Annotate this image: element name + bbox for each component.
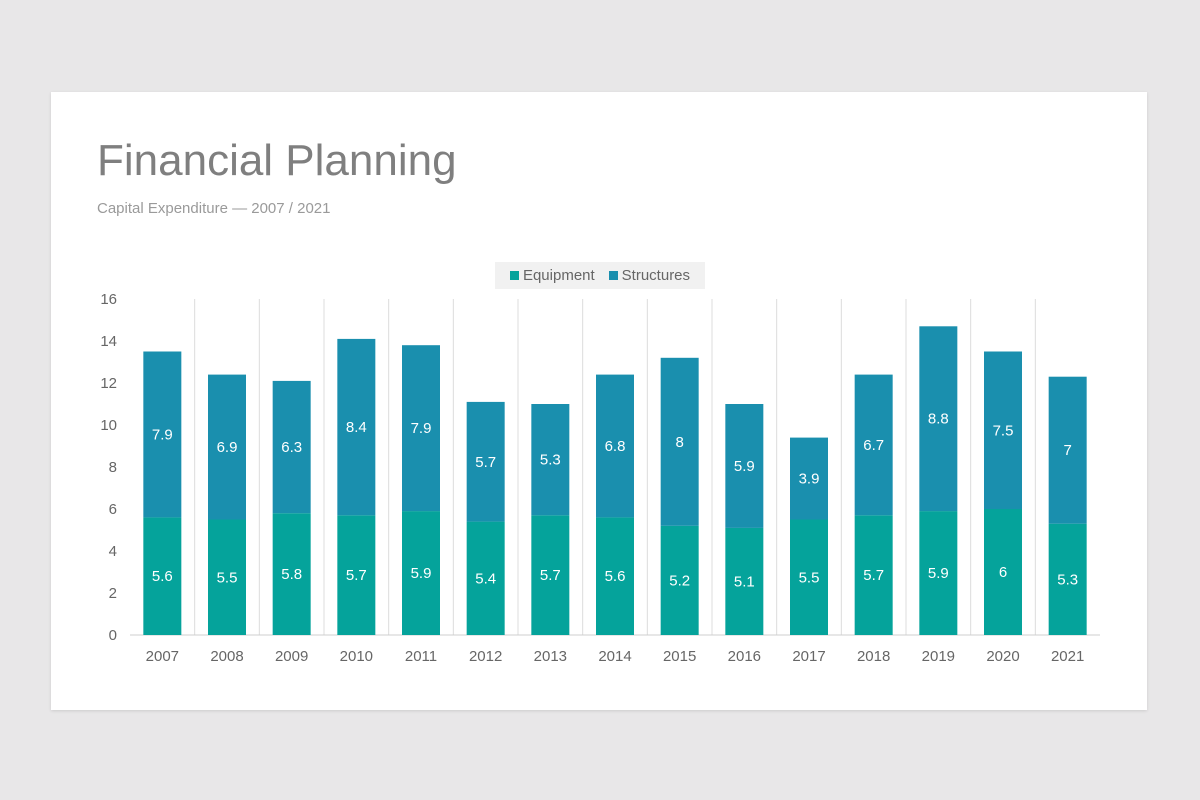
- data-label: 8: [675, 434, 683, 451]
- data-label: 5.7: [346, 567, 367, 584]
- data-label: 8.8: [928, 411, 949, 428]
- y-tick-label: 4: [109, 543, 117, 560]
- data-label: 7.9: [411, 420, 432, 437]
- data-label: 5.3: [540, 452, 561, 469]
- data-label: 5.5: [217, 569, 238, 586]
- bar-equipment: [790, 519, 828, 635]
- x-tick-label: 2008: [210, 648, 243, 665]
- data-label: 5.9: [928, 565, 949, 582]
- bar-structures: [725, 404, 764, 528]
- x-tick-label: 2017: [792, 648, 825, 665]
- bar-equipment: [854, 515, 893, 635]
- data-label: 5.9: [411, 565, 432, 582]
- data-label: 6.7: [863, 437, 884, 454]
- x-tick-label: 2007: [146, 648, 179, 665]
- x-tick-label: 2016: [728, 648, 761, 665]
- data-label: 8.4: [346, 419, 367, 436]
- x-tick-label: 2021: [1051, 648, 1084, 665]
- data-label: 6.8: [605, 438, 626, 455]
- data-label: 5.1: [734, 573, 755, 590]
- x-tick-label: 2009: [275, 648, 308, 665]
- bar-equipment: [984, 509, 1022, 635]
- data-label: 5.7: [475, 454, 496, 471]
- bar-structures: [854, 374, 893, 516]
- data-label: 5.2: [669, 572, 690, 589]
- bar-structures: [531, 404, 570, 516]
- data-label: 7.5: [993, 422, 1014, 439]
- y-tick-label: 10: [100, 417, 117, 434]
- bar-equipment: [337, 515, 376, 635]
- bar-structures: [984, 351, 1022, 509]
- legend-swatch-structures: [608, 271, 618, 280]
- bar-structures: [919, 326, 958, 512]
- x-tick-label: 2020: [986, 648, 1019, 665]
- stacked-bar-chart: 0 2 4 6 8 10 12 14 16 5.6 7.9 2007 5.5 6.9 2008 5.8 6.3 2…: [100, 291, 1100, 665]
- data-label: 7: [1063, 442, 1071, 459]
- bar-structures: [143, 351, 182, 518]
- slide-card: Financial Planning Capital Expenditure —…: [51, 92, 1147, 710]
- y-tick-label: 2: [109, 585, 117, 602]
- x-tick-label: 2019: [922, 648, 955, 665]
- data-label: 5.7: [863, 567, 884, 584]
- x-tick-label: 2012: [469, 648, 502, 665]
- bar-structures: [596, 374, 634, 518]
- bar-structures: [402, 345, 440, 512]
- y-tick-label: 16: [100, 291, 117, 308]
- data-label: 3.9: [799, 471, 820, 488]
- data-label: 5.5: [799, 569, 820, 586]
- data-label: 5.4: [475, 570, 496, 587]
- bar-equipment: [402, 511, 440, 635]
- bar-equipment: [596, 517, 634, 635]
- bar-structures: [337, 338, 376, 516]
- page-subtitle: Capital Expenditure — 2007 / 2021: [97, 200, 331, 217]
- x-tick-label: 2018: [857, 648, 890, 665]
- data-label: 6.9: [217, 439, 238, 456]
- x-tick-label: 2015: [663, 648, 696, 665]
- legend-label: Structures: [621, 267, 691, 284]
- legend-label: Equipment: [522, 267, 595, 284]
- data-label: 5.6: [605, 568, 626, 585]
- y-tick-label: 8: [109, 459, 117, 476]
- bar-equipment: [531, 515, 570, 635]
- x-tick-label: 2014: [598, 648, 631, 665]
- data-label: 5.8: [281, 566, 302, 583]
- bar-structures: [1048, 376, 1087, 524]
- bar-equipment: [272, 513, 311, 635]
- y-tick-label: 12: [100, 375, 117, 392]
- bar-equipment: [208, 519, 246, 635]
- bar-structures: [660, 357, 699, 526]
- data-label: 5.3: [1057, 571, 1078, 588]
- chart-legend: Equipment Structures: [495, 262, 705, 289]
- data-label: 7.9: [152, 426, 173, 443]
- y-tick-label: 6: [109, 501, 117, 518]
- bar-structures: [208, 374, 246, 520]
- legend-item-equipment: Equipment: [509, 267, 595, 284]
- y-tick-label: 14: [100, 333, 117, 350]
- bar-equipment: [660, 525, 699, 635]
- page-title: Financial Planning: [97, 136, 457, 185]
- bar-equipment: [919, 511, 958, 635]
- data-label: 5.6: [152, 568, 173, 585]
- x-tick-label: 2011: [405, 648, 437, 665]
- bar-equipment: [1048, 523, 1087, 635]
- bar-structures: [272, 380, 311, 514]
- bar-equipment: [143, 517, 182, 635]
- bar-structures: [466, 401, 505, 522]
- data-label: 6.3: [281, 439, 302, 456]
- legend-swatch-equipment: [509, 271, 519, 280]
- data-label: 6: [999, 564, 1007, 581]
- x-tick-label: 2013: [534, 648, 567, 665]
- data-label: 5.7: [540, 567, 561, 584]
- bar-equipment: [725, 527, 764, 635]
- y-tick-label: 0: [109, 627, 117, 644]
- bar-structures: [790, 437, 828, 520]
- bar-equipment: [466, 521, 505, 635]
- x-tick-label: 2010: [340, 648, 373, 665]
- legend-item-structures: Structures: [608, 267, 691, 284]
- data-label: 5.9: [734, 458, 755, 475]
